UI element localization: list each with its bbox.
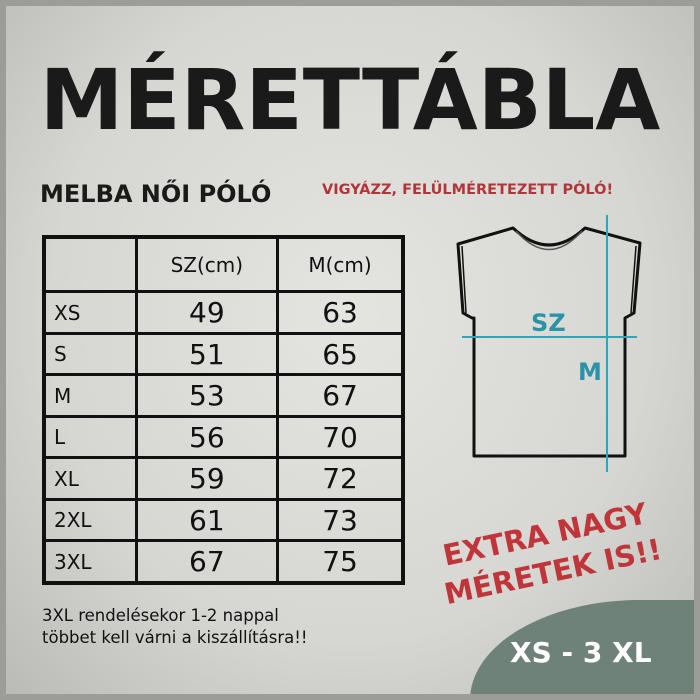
- length-cell: 63: [276, 290, 405, 335]
- header-width: SZ(cm): [134, 235, 280, 294]
- width-label: SZ: [531, 309, 566, 337]
- size-cell: S: [42, 331, 138, 377]
- size-cell: M: [42, 373, 138, 418]
- size-range: XS - 3 XL: [510, 636, 652, 669]
- header-length: M(cm): [276, 235, 405, 294]
- length-cell: 75: [276, 539, 405, 585]
- width-cell: 53: [134, 373, 280, 418]
- size-cell: 2XL: [42, 497, 138, 543]
- length-cell: 67: [276, 373, 405, 418]
- tshirt-neckline: [515, 230, 583, 251]
- tshirt-outline: [456, 226, 642, 458]
- length-cell: 65: [276, 331, 405, 377]
- size-cell: 3XL: [42, 539, 138, 585]
- table-row: L 56 70: [42, 414, 405, 460]
- width-cell: 67: [134, 539, 280, 585]
- sleeve-hem-right: [630, 245, 637, 314]
- length-cell: 72: [276, 456, 405, 501]
- length-cell: 73: [276, 497, 405, 543]
- product-name: MELBA NŐI PÓLÓ: [40, 180, 272, 208]
- width-cell: 56: [134, 414, 280, 460]
- sleeve-hem-left: [461, 245, 467, 314]
- width-cell: 49: [134, 290, 280, 335]
- note-line-2: többet kell várni a kiszállításra!!: [42, 628, 308, 647]
- size-table: SZ(cm) M(cm) XS 49 63 S 51 65 M 53 67 L 56 70 XL 59 72…: [42, 235, 405, 585]
- width-cell: 51: [134, 331, 280, 377]
- size-cell: L: [42, 414, 138, 460]
- size-cell: XL: [42, 456, 138, 501]
- note-line-1: 3XL rendelésekor 1-2 nappal: [42, 606, 279, 625]
- table-row: M 53 67: [42, 373, 405, 418]
- width-cell: 59: [134, 456, 280, 501]
- table-header-row: SZ(cm) M(cm): [42, 235, 405, 294]
- header-size: [42, 235, 138, 294]
- oversize-warning: VIGYÁZZ, FELÜLMÉRETEZETT PÓLÓ!: [322, 182, 614, 198]
- table-row: 2XL 61 73: [42, 497, 405, 543]
- length-label: M: [578, 358, 602, 386]
- length-cell: 70: [276, 414, 405, 460]
- table-row: XL 59 72: [42, 456, 405, 501]
- width-cell: 61: [134, 497, 280, 543]
- page-title: MÉRETTÁBLA: [39, 51, 661, 149]
- table-row: S 51 65: [42, 331, 405, 377]
- table-row: XS 49 63: [42, 290, 405, 335]
- size-cell: XS: [42, 290, 138, 335]
- table-row: 3XL 67 75: [42, 539, 405, 585]
- shipping-note: 3XL rendelésekor 1-2 nappal többet kell …: [42, 605, 307, 649]
